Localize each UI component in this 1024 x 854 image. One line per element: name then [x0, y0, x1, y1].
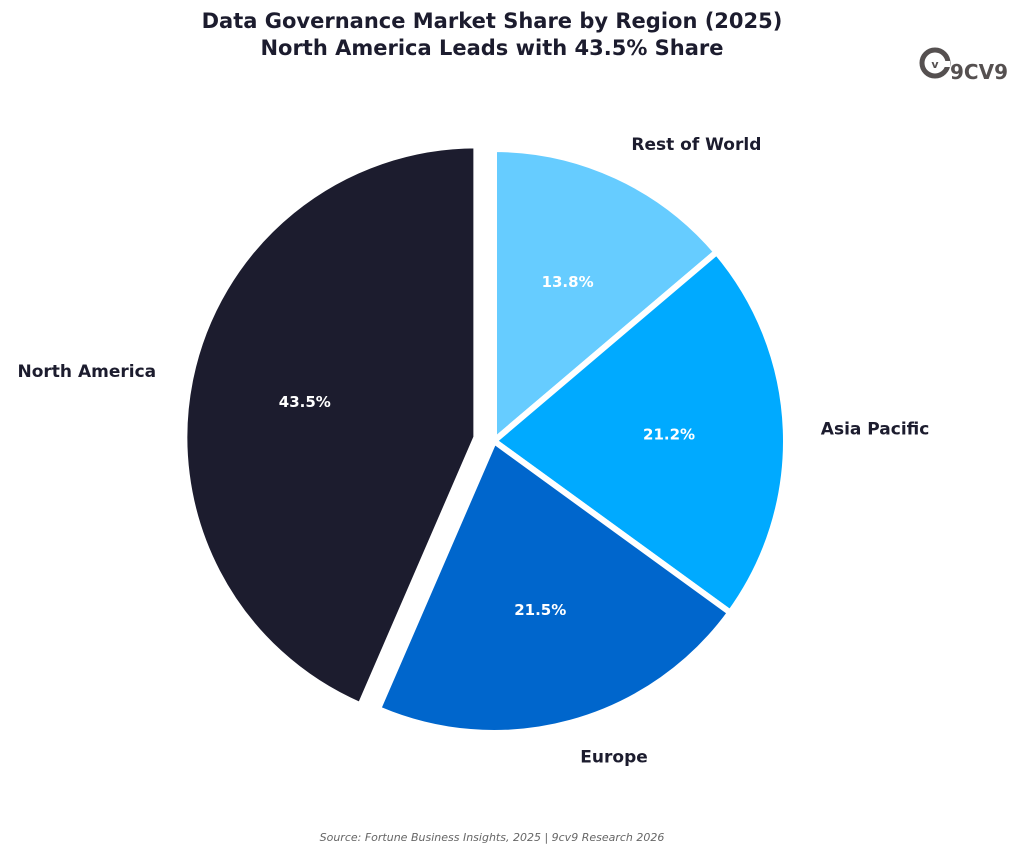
pie-labels: 13.8% Rest of World 21.2% Asia Pacific 21.5%… — [18, 135, 930, 767]
category-label-europe: Europe — [580, 747, 647, 767]
chart-subtitle: North America Leads with 43.5% Share — [260, 36, 723, 60]
data-label-europe: 21.5% — [514, 601, 566, 619]
data-label-north-america: 43.5% — [279, 393, 331, 411]
category-label-rest-of-world: Rest of World — [631, 135, 761, 155]
logo-text: 9CV9 — [950, 60, 1008, 84]
source-note: Source: Fortune Business Insights, 2025 … — [320, 831, 665, 844]
brand-logo: v 9CV9 — [919, 47, 1008, 84]
pie-slice-north-america — [181, 142, 480, 709]
category-label-north-america: North America — [18, 362, 157, 382]
category-label-asia-pacific: Asia Pacific — [821, 420, 930, 440]
logo-ring-gap — [936, 61, 950, 67]
pie-slice-europe — [375, 438, 734, 736]
data-label-rest-of-world: 13.8% — [542, 273, 594, 291]
logo-mark: v — [931, 58, 939, 71]
pie-slice-asia-pacific — [491, 249, 789, 616]
chart-title: Data Governance Market Share by Region (… — [202, 9, 783, 33]
pie-slices — [181, 142, 789, 736]
data-label-asia-pacific: 21.2% — [643, 425, 695, 443]
pie-slice-rest-of-world — [491, 146, 720, 444]
